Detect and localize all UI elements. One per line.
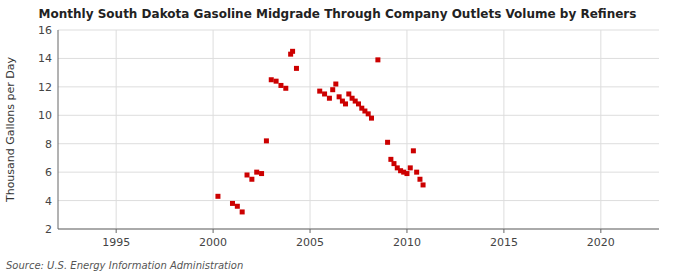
x-tick-label: 2015 (490, 236, 518, 249)
y-tick-label: 8 (45, 138, 52, 151)
grid-line (503, 30, 504, 229)
point (294, 66, 299, 71)
point (278, 83, 283, 88)
title: Monthly South Dakota Gasoline Midgrade T… (39, 7, 637, 21)
point (411, 148, 416, 153)
y-axis-label: Thousand Gallons per Day (4, 56, 17, 203)
point (417, 177, 422, 182)
x-axis (58, 229, 659, 230)
grid-line (600, 30, 601, 229)
point (254, 170, 259, 175)
point (408, 165, 413, 170)
point (330, 87, 335, 92)
y-tick-label: 10 (38, 109, 52, 122)
point (215, 194, 220, 199)
point (375, 57, 380, 62)
point (322, 91, 327, 96)
y-tick-label: 6 (45, 166, 52, 179)
point (235, 204, 240, 209)
point (274, 79, 279, 84)
chart: Monthly South Dakota Gasoline Midgrade T… (0, 0, 675, 275)
point (356, 101, 361, 106)
point (249, 177, 254, 182)
x-tick-label: 2020 (587, 236, 615, 249)
y-tick-label: 12 (38, 81, 52, 94)
point (414, 170, 419, 175)
grid-line (310, 30, 311, 229)
grid-line (213, 30, 214, 229)
point (230, 201, 235, 206)
point (391, 161, 396, 166)
grid-line (58, 200, 659, 201)
x-tick (116, 229, 117, 233)
x-tick (406, 229, 407, 233)
point (337, 94, 342, 99)
y-tick-label: 4 (45, 195, 52, 208)
point (245, 172, 250, 177)
x-tick (213, 229, 214, 233)
x-tick-label: 1995 (102, 236, 130, 249)
point (269, 77, 274, 82)
source: Source: U.S. Energy Information Administ… (6, 260, 243, 271)
y-tick-label: 16 (38, 24, 52, 37)
point (346, 91, 351, 96)
point (259, 171, 264, 176)
points (215, 49, 425, 215)
x-tick (310, 229, 311, 233)
point (317, 89, 322, 94)
point (404, 171, 409, 176)
point (290, 49, 295, 54)
point (283, 86, 288, 91)
grid-line (58, 143, 659, 144)
grid-line (58, 229, 659, 230)
grid-line (116, 30, 117, 229)
x-tick (503, 229, 504, 233)
point (366, 111, 371, 116)
y-tick-label: 14 (38, 52, 52, 65)
y-axis (58, 30, 59, 229)
grid-line (406, 30, 407, 229)
point (421, 182, 426, 187)
grid-line (58, 115, 659, 116)
point (240, 209, 245, 214)
point (385, 140, 390, 145)
x-tick-label: 2010 (393, 236, 421, 249)
point (333, 82, 338, 87)
y-tick-label: 2 (45, 223, 52, 236)
grid-line (58, 86, 659, 87)
grid-line (58, 30, 659, 31)
point (264, 138, 269, 143)
grid-line (58, 172, 659, 173)
grid (58, 30, 659, 229)
x-tick (600, 229, 601, 233)
point (369, 116, 374, 121)
point (327, 96, 332, 101)
x-tick-label: 2000 (199, 236, 227, 249)
x-tick-label: 2005 (296, 236, 324, 249)
point (388, 157, 393, 162)
point (343, 101, 348, 106)
grid-line (58, 58, 659, 59)
